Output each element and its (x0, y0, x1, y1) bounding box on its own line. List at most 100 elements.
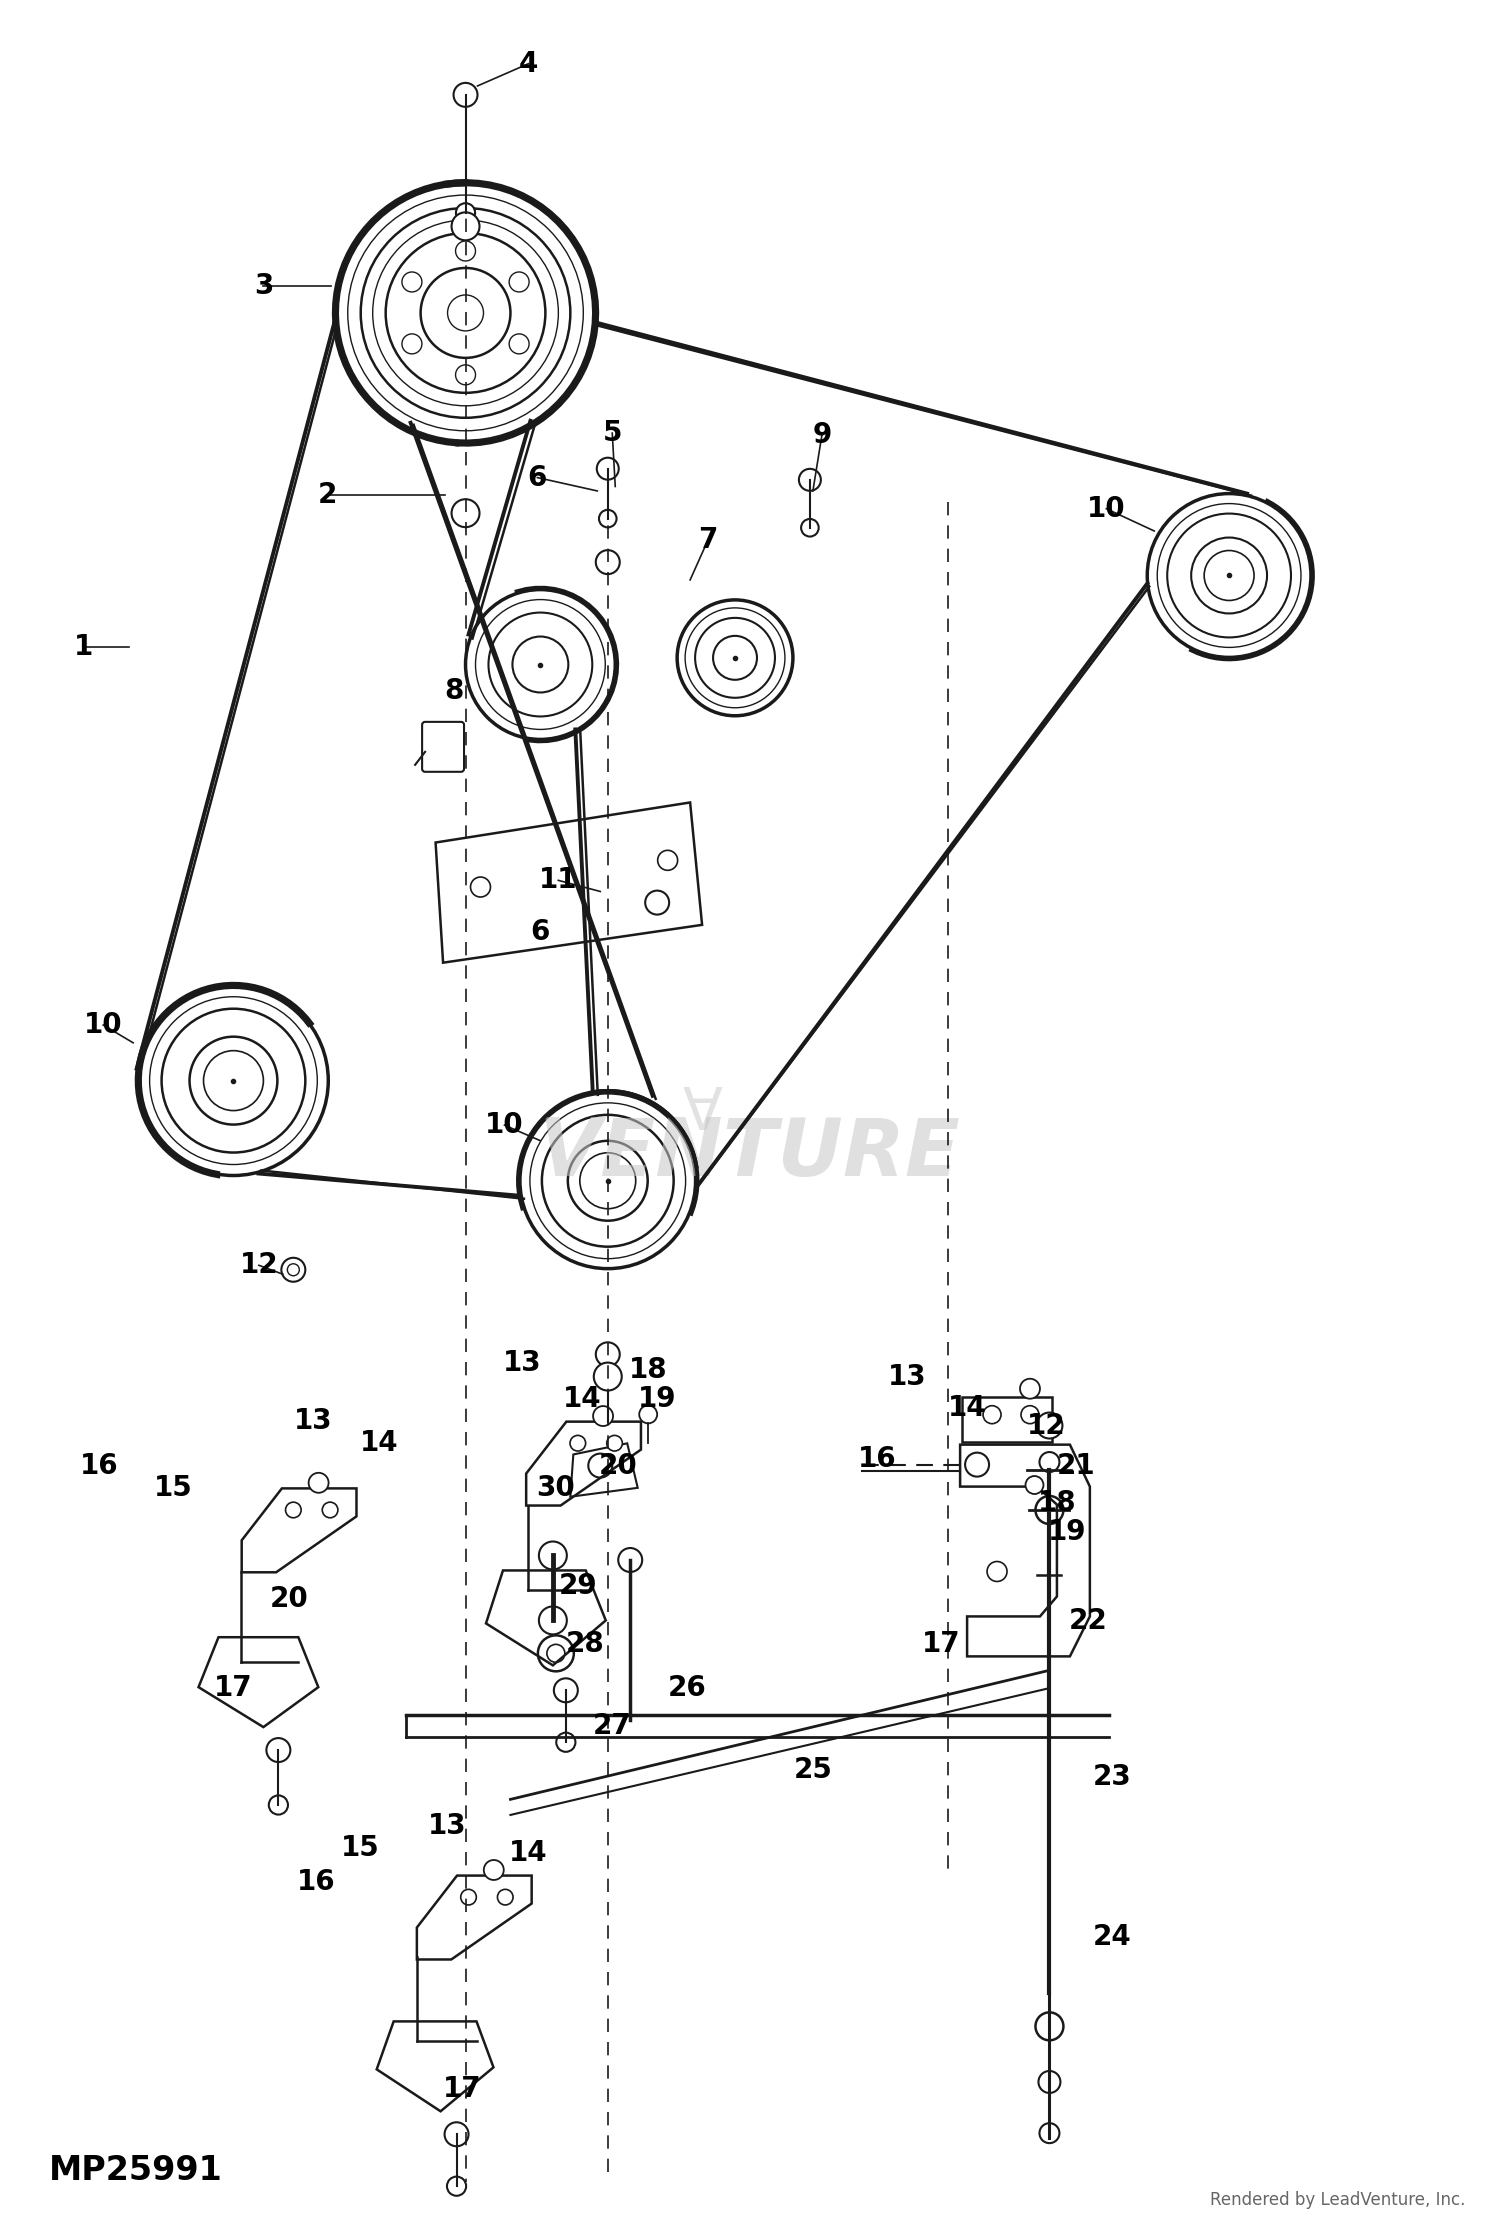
Text: 6: 6 (528, 463, 548, 492)
Text: 24: 24 (1094, 1923, 1131, 1952)
Circle shape (538, 1542, 567, 1569)
Text: 1: 1 (74, 633, 93, 662)
Circle shape (322, 1502, 338, 1517)
Text: 16: 16 (297, 1867, 334, 1896)
Circle shape (452, 499, 480, 528)
Text: 28: 28 (566, 1629, 604, 1658)
Text: 6: 6 (531, 918, 550, 945)
Circle shape (1038, 2072, 1060, 2092)
Text: 21: 21 (1058, 1453, 1095, 1479)
Text: 23: 23 (1094, 1762, 1131, 1791)
Circle shape (964, 1453, 988, 1477)
Text: 14: 14 (509, 1838, 548, 1867)
Circle shape (1020, 1379, 1040, 1399)
Text: 14: 14 (562, 1386, 602, 1413)
Text: 15: 15 (342, 1834, 380, 1863)
Circle shape (606, 1435, 622, 1450)
Text: 16: 16 (858, 1446, 897, 1473)
Circle shape (267, 1738, 291, 1762)
Text: 10: 10 (484, 1112, 524, 1139)
Circle shape (987, 1562, 1006, 1582)
Circle shape (268, 1796, 288, 1814)
Circle shape (452, 212, 480, 241)
Circle shape (288, 1263, 300, 1277)
Text: 11: 11 (538, 867, 578, 893)
Circle shape (592, 1406, 613, 1426)
Circle shape (447, 294, 483, 332)
Text: 19: 19 (1048, 1517, 1086, 1546)
Circle shape (456, 203, 476, 223)
Circle shape (444, 2123, 468, 2146)
Circle shape (1035, 2012, 1064, 2041)
Text: 29: 29 (558, 1571, 597, 1600)
Text: 18: 18 (1038, 1488, 1076, 1517)
Text: 20: 20 (598, 1453, 638, 1479)
Text: 14: 14 (948, 1395, 987, 1421)
Text: 10: 10 (84, 1012, 123, 1038)
Circle shape (1036, 1413, 1062, 1439)
Circle shape (509, 272, 530, 292)
Text: 17: 17 (442, 2074, 482, 2103)
Text: MP25991: MP25991 (50, 2154, 224, 2188)
Text: 13: 13 (427, 1811, 466, 1840)
Text: 13: 13 (294, 1408, 332, 1435)
Circle shape (498, 1889, 513, 1905)
Text: 18: 18 (628, 1357, 668, 1384)
Circle shape (1040, 1453, 1059, 1473)
Circle shape (484, 1860, 504, 1880)
Circle shape (538, 1606, 567, 1635)
Text: 5: 5 (603, 419, 622, 448)
Circle shape (645, 891, 669, 913)
Circle shape (596, 550, 619, 575)
Text: VENTURE: VENTURE (538, 1114, 962, 1192)
Circle shape (456, 365, 476, 385)
Text: 20: 20 (270, 1584, 308, 1613)
Circle shape (800, 468, 820, 490)
Circle shape (1022, 1406, 1040, 1424)
Circle shape (588, 1453, 612, 1477)
Text: 13: 13 (888, 1364, 927, 1390)
Circle shape (309, 1473, 328, 1493)
Text: 9: 9 (812, 421, 831, 450)
Circle shape (509, 334, 530, 354)
Text: 27: 27 (592, 1711, 632, 1740)
Text: 17: 17 (922, 1629, 962, 1658)
Text: 10: 10 (1088, 495, 1125, 524)
Circle shape (639, 1406, 657, 1424)
Circle shape (538, 1635, 574, 1671)
Text: 19: 19 (638, 1386, 676, 1413)
Text: 26: 26 (668, 1673, 706, 1702)
Text: 17: 17 (214, 1673, 254, 1702)
Circle shape (657, 851, 678, 871)
Circle shape (548, 1644, 566, 1662)
Text: 22: 22 (1070, 1606, 1107, 1635)
Circle shape (618, 1548, 642, 1573)
Circle shape (556, 1733, 576, 1751)
Circle shape (460, 1889, 477, 1905)
Text: 30: 30 (536, 1475, 574, 1502)
Text: 15: 15 (154, 1475, 194, 1502)
Circle shape (453, 82, 477, 107)
Text: 12: 12 (240, 1252, 278, 1279)
Circle shape (598, 510, 616, 528)
Text: 13: 13 (503, 1350, 542, 1377)
Text: Rendered by LeadVenture, Inc.: Rendered by LeadVenture, Inc. (1210, 2190, 1466, 2208)
Text: Ɐ: Ɐ (682, 1085, 722, 1143)
Circle shape (597, 457, 618, 479)
Text: 12: 12 (1028, 1413, 1066, 1439)
Circle shape (285, 1502, 302, 1517)
Text: 3: 3 (254, 272, 273, 301)
Circle shape (982, 1406, 1000, 1424)
Text: 7: 7 (699, 526, 718, 555)
Circle shape (447, 2177, 466, 2197)
Circle shape (594, 1364, 621, 1390)
Circle shape (402, 334, 422, 354)
Circle shape (596, 1341, 619, 1366)
Circle shape (282, 1259, 306, 1281)
Circle shape (1040, 2123, 1059, 2143)
Text: 4: 4 (519, 49, 538, 78)
Text: 14: 14 (360, 1430, 398, 1457)
Circle shape (1026, 1475, 1044, 1495)
Text: 16: 16 (80, 1453, 118, 1479)
Circle shape (402, 272, 422, 292)
